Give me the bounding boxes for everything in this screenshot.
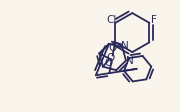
Text: F: F: [151, 15, 157, 25]
Text: N: N: [122, 41, 129, 51]
Text: N: N: [126, 56, 134, 66]
Text: O: O: [105, 58, 113, 68]
Text: O: O: [106, 53, 115, 63]
Text: Cl: Cl: [106, 15, 116, 25]
Text: O: O: [108, 43, 116, 53]
